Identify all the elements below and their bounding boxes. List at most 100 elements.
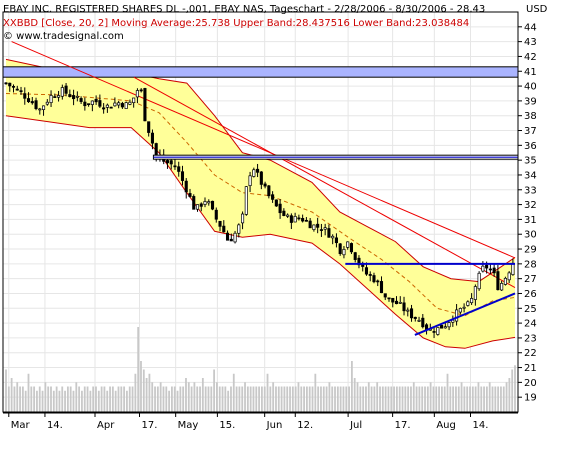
candle-body bbox=[470, 298, 474, 304]
volume-bar bbox=[75, 382, 78, 412]
candle-body bbox=[267, 185, 271, 197]
candle-body bbox=[252, 169, 256, 177]
candle-body bbox=[64, 85, 68, 94]
candle-body bbox=[83, 101, 87, 107]
candle-body bbox=[30, 101, 34, 104]
candle-body bbox=[413, 316, 417, 319]
candle-body bbox=[120, 103, 124, 108]
volume-bar bbox=[182, 386, 185, 412]
candle-body bbox=[316, 223, 320, 228]
volume-bar bbox=[359, 386, 362, 412]
volume-bar bbox=[187, 382, 190, 412]
volume-bar bbox=[401, 386, 404, 412]
volume-bar bbox=[322, 386, 325, 412]
volume-bar bbox=[457, 386, 460, 412]
candle-body bbox=[312, 224, 316, 230]
y-tick-label: 43 bbox=[524, 37, 537, 48]
volume-bar bbox=[61, 386, 64, 412]
candle-body bbox=[301, 218, 305, 222]
y-tick-label: 35 bbox=[524, 156, 537, 167]
volume-bar bbox=[86, 386, 89, 412]
volume-bar bbox=[455, 386, 457, 412]
volume-bar bbox=[244, 382, 246, 412]
volume-bar bbox=[404, 386, 407, 412]
candle-body bbox=[507, 272, 511, 281]
volume-bar bbox=[277, 386, 280, 412]
volume-bar bbox=[207, 386, 210, 412]
volume-bar bbox=[148, 373, 151, 412]
volume-bar bbox=[339, 386, 342, 412]
volume-bar bbox=[286, 386, 289, 412]
volume-bar bbox=[66, 386, 69, 412]
volume-bar bbox=[33, 386, 36, 412]
volume-bar bbox=[50, 386, 52, 412]
volume-bar bbox=[514, 365, 516, 412]
volume-bar bbox=[58, 390, 61, 412]
volume-bar bbox=[477, 382, 480, 412]
candle-body bbox=[203, 201, 207, 205]
volume-bar bbox=[471, 386, 474, 412]
y-tick-label: 38 bbox=[524, 111, 537, 122]
volume-bar bbox=[463, 386, 466, 412]
chart-title: EBAY INC. REGISTERED SHARES DL -,001, EB… bbox=[3, 4, 486, 15]
candle-body bbox=[248, 175, 252, 187]
x-tick-label: 14. bbox=[47, 420, 63, 431]
candle-body bbox=[440, 324, 444, 329]
volume-bar bbox=[64, 390, 66, 412]
volume-bar bbox=[190, 386, 193, 412]
candle-body bbox=[150, 132, 154, 144]
volume-bar bbox=[353, 378, 356, 412]
candle-body bbox=[8, 82, 12, 87]
support-trendline bbox=[414, 292, 516, 336]
candle-body bbox=[346, 241, 350, 248]
candle-body bbox=[94, 98, 98, 103]
volume-bar bbox=[272, 382, 275, 412]
volume-bar bbox=[370, 386, 373, 412]
candle-body bbox=[72, 95, 76, 100]
trendlines bbox=[11, 41, 516, 289]
volume-bar bbox=[154, 386, 156, 412]
volume-bar bbox=[410, 386, 412, 412]
y-tick-label: 42 bbox=[524, 52, 537, 63]
volume-bar bbox=[424, 386, 426, 412]
resistance-zone bbox=[2, 66, 519, 78]
volume-bar bbox=[415, 386, 418, 412]
volume-bar bbox=[224, 386, 227, 412]
volume-bar bbox=[261, 386, 263, 412]
candle-body bbox=[353, 252, 357, 260]
candle-body bbox=[338, 243, 342, 255]
volume-bar bbox=[89, 390, 92, 412]
volume-bar bbox=[7, 386, 10, 412]
volume-bar bbox=[362, 386, 365, 412]
volume-bar bbox=[331, 386, 334, 412]
volume-bar bbox=[384, 386, 387, 412]
candle-body bbox=[286, 214, 290, 217]
candle-body bbox=[398, 301, 402, 304]
volume-bar bbox=[221, 386, 224, 412]
x-tick-label: 12. bbox=[297, 420, 313, 431]
volume-bar bbox=[179, 386, 182, 412]
volume-bar bbox=[356, 382, 359, 412]
volume-bar bbox=[156, 386, 159, 412]
candle-body bbox=[331, 235, 335, 239]
volume-bar bbox=[78, 386, 81, 412]
volume-bar bbox=[41, 390, 44, 412]
volume-bar bbox=[502, 386, 505, 412]
candle-body bbox=[199, 203, 203, 207]
candle-body bbox=[15, 88, 19, 91]
volume-bar bbox=[81, 390, 83, 412]
volume-bar bbox=[483, 386, 485, 412]
candle-body bbox=[462, 306, 466, 309]
x-tick-label: 15. bbox=[219, 420, 235, 431]
y-tick-label: 39 bbox=[524, 96, 537, 107]
candle-body bbox=[241, 213, 245, 224]
candle-body bbox=[372, 275, 376, 283]
candle-body bbox=[79, 98, 83, 102]
candle-body bbox=[180, 171, 185, 181]
candle-body bbox=[263, 183, 267, 187]
candle-body bbox=[485, 264, 489, 269]
candle-body bbox=[169, 160, 173, 165]
volume-bar bbox=[123, 386, 126, 412]
volume-bar bbox=[387, 386, 390, 412]
volume-bar bbox=[199, 386, 201, 412]
